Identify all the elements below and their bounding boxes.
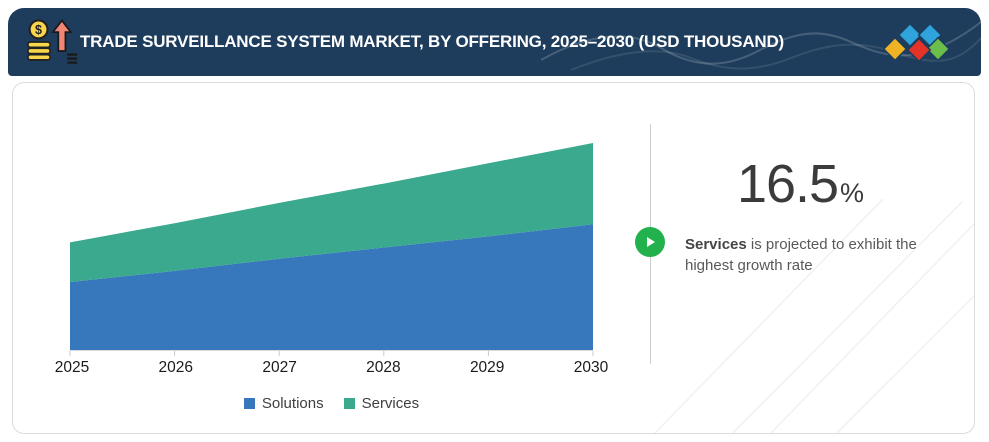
stacked-area-chart — [69, 143, 594, 356]
growth-rate-value: 16.5 — [736, 154, 839, 214]
x-tick-label: 2029 — [469, 359, 505, 376]
x-tick-label: 2028 — [366, 359, 401, 376]
x-axis-labels: 2025 2026 2027 2028 2029 2030 — [48, 359, 615, 377]
legend-label: Services — [361, 395, 420, 412]
diamonds-logo — [882, 22, 951, 63]
x-tick-label: 2025 — [54, 359, 90, 376]
header-bar: $ TRADE SURVEILLANCE SYSTEM MARKET, BY O… — [8, 8, 981, 76]
legend-item-solutions: Solutions — [243, 395, 324, 412]
chart-legend: Solutions Services — [70, 395, 593, 412]
page-title: TRADE SURVEILLANCE SYSTEM MARKET, BY OFF… — [80, 32, 785, 51]
axis-ticks — [69, 351, 594, 356]
x-tick-label: 2026 — [158, 359, 194, 376]
legend-label: Solutions — [261, 395, 324, 412]
callout-description: Services is projected to exhibit the hig… — [685, 234, 945, 276]
legend-item-services: Services — [343, 395, 420, 412]
svg-text:$: $ — [35, 23, 42, 37]
callout-line-2: highest growth rate — [685, 257, 813, 274]
solutions-swatch-icon — [243, 398, 255, 409]
growth-rate-unit: % — [840, 178, 865, 208]
play-icon — [635, 227, 665, 257]
growth-rate-stat: 16.5% — [668, 157, 933, 211]
money-growth-icon: $ — [26, 19, 78, 64]
chart-card: 2025 2026 2027 2028 2029 2030 Solutions … — [12, 82, 975, 434]
area-services — [70, 143, 593, 282]
callout-line-1: Services is projected to exhibit the — [685, 236, 917, 253]
x-tick-label: 2027 — [262, 359, 297, 376]
area-solutions — [70, 224, 593, 350]
services-swatch-icon — [343, 398, 355, 409]
x-tick-label: 2030 — [573, 359, 609, 376]
